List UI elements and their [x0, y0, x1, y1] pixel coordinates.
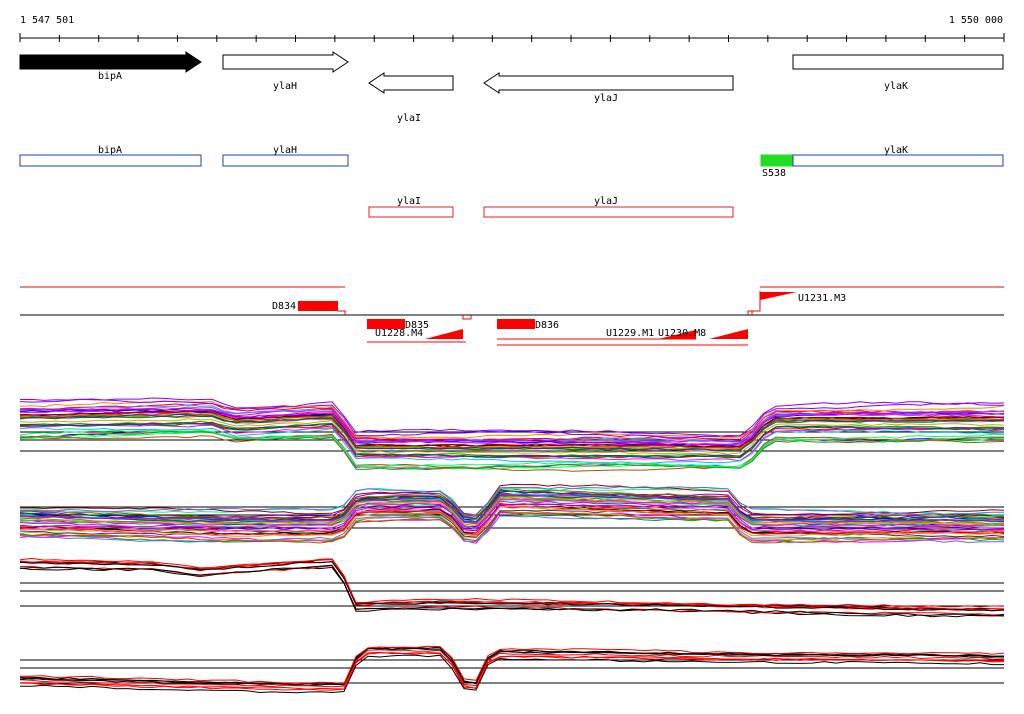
- expression-profile-line: [19, 499, 1005, 530]
- expression-profile-line: [19, 397, 1005, 438]
- segment-d834-step: [338, 310, 346, 315]
- expression-profile-line: [19, 510, 1005, 544]
- gene-ylai[interactable]: ylaI: [368, 72, 454, 124]
- expression-profile-line: [19, 410, 1005, 448]
- s538-box[interactable]: [760, 154, 794, 167]
- expression-profile-line: [19, 412, 1005, 449]
- segment-u1231-ramp[interactable]: [760, 292, 797, 300]
- expression-profile-line: [19, 427, 1005, 465]
- s538-label: S538: [762, 168, 786, 179]
- annotation-box-ylai[interactable]: [368, 206, 454, 218]
- annotation-box-ylaj[interactable]: [483, 206, 734, 218]
- annotation-label-ylak: ylaK: [884, 145, 908, 156]
- expression-panel-4: [19, 645, 1005, 694]
- expression-panel-1: [19, 397, 1005, 472]
- axis-end-label: 1 550 000: [949, 15, 1003, 26]
- segment-u1231-outline: [751, 291, 761, 315]
- expression-profile-line: [19, 421, 1005, 458]
- expression-profile-line: [19, 404, 1005, 443]
- expression-profile-line: [19, 566, 1005, 618]
- gene-arrow-ylaj[interactable]: [483, 72, 734, 94]
- gene-label-bipa: bipA: [98, 71, 122, 82]
- expression-profile-line: [19, 506, 1005, 537]
- expression-profile-line: [19, 645, 1005, 685]
- expression-profile-line: [19, 430, 1005, 471]
- segment-label-d836: D836: [535, 320, 559, 331]
- gene-label-ylak: ylaK: [884, 81, 908, 92]
- segment-label-u1229: U1229.M1: [606, 328, 654, 339]
- expression-profile-line: [19, 494, 1005, 524]
- expression-profile-line: [19, 647, 1005, 686]
- expression-profile-line: [19, 486, 1004, 516]
- expression-profile-line: [19, 515, 1005, 544]
- annotation-label-ylah: ylaH: [273, 145, 297, 156]
- expression-profile-line: [19, 498, 1005, 529]
- segment-label-d835: D835: [405, 320, 429, 331]
- axis-start-label: 1 547 501: [20, 15, 74, 26]
- segment-u1230-ramp[interactable]: [709, 329, 748, 339]
- gene-label-ylaj: ylaJ: [594, 93, 618, 104]
- segment-label-u1231: U1231.M3: [798, 293, 846, 304]
- expression-profile-line: [19, 429, 1005, 469]
- annotation-box-ylah[interactable]: [222, 154, 349, 167]
- expression-profile-line: [19, 413, 1005, 451]
- expression-profile-line: [19, 418, 1005, 455]
- annotation-track: bipA ylaH S538 ylaK ylaI ylaJ: [19, 145, 1004, 218]
- segment-u1228-ramp[interactable]: [425, 329, 463, 339]
- segment-label-u1230: U1230.M8: [658, 328, 706, 339]
- gene-label-ylah: ylaH: [273, 81, 297, 92]
- annotation-label-bipa: bipA: [98, 145, 122, 156]
- segment-u1229-ramp[interactable]: [658, 330, 696, 339]
- segment-d836[interactable]: [497, 319, 535, 329]
- gene-arrow-bipa[interactable]: [19, 51, 202, 73]
- segment-track: D834 D835 U1228.M4 D836 U1229.M1 U1230.M…: [20, 286, 1004, 346]
- expression-profile-line: [19, 649, 1005, 688]
- gene-bipa[interactable]: bipA: [19, 51, 202, 82]
- annotation-box-bipa[interactable]: [19, 154, 202, 167]
- gene-track: bipA ylaH ylaI ylaJ ylaK: [19, 51, 1004, 124]
- gene-arrow-ylah[interactable]: [222, 51, 349, 73]
- expression-profile-line: [19, 561, 1005, 612]
- annotation-box-ylak[interactable]: [792, 154, 1004, 167]
- annotation-label-ylaj: ylaJ: [594, 196, 618, 207]
- expression-profile-line: [19, 503, 1005, 532]
- expression-profile-line: [19, 564, 1005, 617]
- gene-box-ylak[interactable]: [792, 54, 1004, 70]
- expression-profile-line: [20, 646, 1005, 686]
- segment-label-d834: D834: [272, 301, 296, 312]
- gene-ylah[interactable]: ylaH: [222, 51, 349, 92]
- coordinate-ruler: 1 547 501 1 550 000: [19, 15, 1005, 42]
- expression-panel-2: [19, 483, 1005, 544]
- expression-profile-line: [20, 652, 1005, 691]
- expression-profile-line: [19, 500, 1005, 530]
- expression-profile-line: [19, 557, 1005, 608]
- expression-profile-line: [19, 489, 1005, 521]
- gene-ylaj[interactable]: ylaJ: [483, 72, 734, 104]
- segment-d834[interactable]: [298, 301, 338, 311]
- expression-panel-3: [19, 557, 1005, 618]
- expression-profile-line: [19, 408, 1005, 446]
- ruler-ticks: [19, 33, 1005, 42]
- annotation-label-ylai: ylaI: [397, 196, 421, 207]
- segment-u1228-step: [462, 315, 472, 320]
- gene-label-ylai: ylaI: [397, 113, 421, 124]
- segment-d835[interactable]: [367, 319, 405, 329]
- gene-arrow-ylai[interactable]: [368, 72, 454, 94]
- gene-ylak[interactable]: ylaK: [792, 54, 1004, 92]
- segment-label-u1228: U1228.M4: [375, 328, 423, 339]
- expression-profile-line: [19, 654, 1004, 694]
- expression-profile-line: [19, 505, 1004, 535]
- expression-profile-line: [19, 398, 1004, 438]
